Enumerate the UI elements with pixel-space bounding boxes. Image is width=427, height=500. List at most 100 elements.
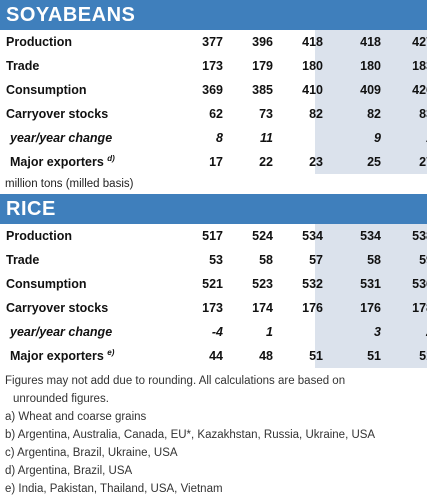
rice-header: RICE	[0, 194, 427, 224]
cell-value: 176	[360, 301, 381, 315]
cell-value: 58	[367, 253, 381, 267]
forecast-shading	[315, 30, 427, 174]
cell-value: 2	[381, 320, 427, 344]
cell-value: 369	[202, 83, 223, 97]
cell-value: 179	[252, 59, 273, 73]
cell-value: 538	[412, 229, 427, 243]
row-label: Production	[6, 229, 72, 243]
cell-value: 531	[360, 277, 381, 291]
cell-value: 180	[360, 59, 381, 73]
cell-value: 62	[209, 107, 223, 121]
footnotes: Figures may not add due to rounding. All…	[0, 368, 427, 498]
cell-value: 396	[252, 35, 273, 49]
cell-value: 517	[202, 229, 223, 243]
soybeans-table: Production 377 396 418 418 427 Trade 173…	[0, 30, 427, 174]
cell-value: 409	[360, 83, 381, 97]
cell-value: 51	[367, 349, 381, 363]
soybeans-table-wrap: Production 377 396 418 418 427 Trade 173…	[0, 30, 427, 174]
cell-value: 180	[302, 59, 323, 73]
cell-value: 83	[419, 107, 427, 121]
table-row: Major exporters e) 44 48 51 51 51	[0, 344, 427, 368]
cell-value: 59	[419, 253, 427, 267]
cell-value: 3	[374, 325, 381, 339]
cell-value: 9	[374, 131, 381, 145]
row-label: Trade	[6, 59, 40, 73]
cell-value: 57	[309, 253, 323, 267]
cell-value: 385	[252, 83, 273, 97]
rice-table: Production 517 524 534 534 538 Trade 53 …	[0, 224, 427, 368]
cell-value: 23	[309, 155, 323, 169]
cell-value: -4	[211, 325, 223, 339]
cell-value: 521	[202, 277, 223, 291]
row-label: Production	[6, 35, 72, 49]
row-label: Consumption	[6, 277, 87, 291]
row-label: Carryover stocks	[6, 107, 109, 121]
footnote-d: d) Argentina, Brazil, USA	[5, 465, 133, 477]
cell-value: 418	[302, 35, 323, 49]
cell-value: 410	[302, 83, 323, 97]
footnote-a: a) Wheat and coarse grains	[5, 411, 147, 423]
row-label: Trade	[6, 253, 40, 267]
row-label: Consumption	[6, 83, 87, 97]
cell-value: 25	[367, 155, 381, 169]
cell-value: 427	[412, 35, 427, 49]
cell-value: 178	[412, 301, 427, 315]
cell-value: 17	[209, 155, 223, 169]
cell-value: 82	[367, 107, 381, 121]
table-row: Consumption 369 385 410 409 426	[0, 78, 427, 102]
soybeans-section: SOYABEANS Production 377 396 418 418 427…	[0, 0, 427, 174]
cell-value: 82	[309, 107, 323, 121]
cell-value: 48	[259, 349, 273, 363]
footnote-rounding: Figures may not add due to rounding. All…	[5, 375, 346, 387]
cell-value: 51	[419, 349, 427, 363]
row-label: Carryover stocks	[6, 301, 109, 315]
rice-table-wrap: Production 517 524 534 534 538 Trade 53 …	[0, 224, 427, 368]
row-label: Major exporters d)	[0, 150, 173, 174]
footnote-b: b) Argentina, Australia, Canada, EU*, Ka…	[5, 429, 376, 441]
cell-value: 536	[412, 277, 427, 291]
cell-value: 377	[202, 35, 223, 49]
table-row: Carryover stocks 173 174 176 176 178	[0, 296, 427, 320]
cell-value: 44	[209, 349, 223, 363]
rice-section: RICE Production 517 524 534 534 538 Trad…	[0, 194, 427, 368]
soybeans-header: SOYABEANS	[0, 0, 427, 30]
cell-value: 534	[302, 229, 323, 243]
row-label: year/year change	[10, 131, 113, 145]
cell-value: 174	[252, 301, 273, 315]
cell-value: 524	[252, 229, 273, 243]
row-label: year/year change	[10, 325, 113, 339]
cell-value	[273, 126, 323, 150]
cell-value: 11	[260, 131, 273, 145]
cell-value: 8	[216, 131, 223, 145]
table-row: Production 517 524 534 534 538	[0, 224, 427, 248]
footnote-marker: e)	[107, 348, 115, 358]
cell-value: 73	[259, 107, 273, 121]
footnote-rounding-cont: unrounded figures.	[13, 393, 109, 405]
row-label-text: Major exporters	[10, 155, 104, 170]
row-label: Major exporters e)	[0, 344, 173, 368]
table-row: Trade 173 179 180 180 183	[0, 54, 427, 78]
table-row: Major exporters d) 17 22 23 25 27	[0, 150, 427, 174]
table-row: Trade 53 58 57 58 59	[0, 248, 427, 272]
cell-value: 418	[360, 35, 381, 49]
cell-value: 523	[252, 277, 273, 291]
unit-note: million tons (milled basis)	[5, 178, 134, 190]
cell-value: 534	[360, 229, 381, 243]
cell-value: 58	[259, 253, 273, 267]
cell-value: 27	[419, 155, 427, 169]
cell-value: 22	[259, 155, 273, 169]
cell-value: 53	[209, 253, 223, 267]
cell-value: 532	[302, 277, 323, 291]
footnote-e: e) India, Pakistan, Thailand, USA, Vietn…	[5, 483, 223, 495]
row-label-text: Major exporters	[10, 349, 104, 364]
cell-value: 426	[412, 83, 427, 97]
table-row: year/year change -4 1 3 2	[0, 320, 427, 344]
cell-value: 1	[266, 325, 273, 339]
cell-value: 1	[381, 126, 427, 150]
cell-value: 173	[202, 301, 223, 315]
cell-value: 176	[302, 301, 323, 315]
table-row: Production 377 396 418 418 427	[0, 30, 427, 54]
forecast-shading	[315, 224, 427, 368]
table-row: year/year change 8 11 9 1	[0, 126, 427, 150]
cell-value: 183	[412, 59, 427, 73]
